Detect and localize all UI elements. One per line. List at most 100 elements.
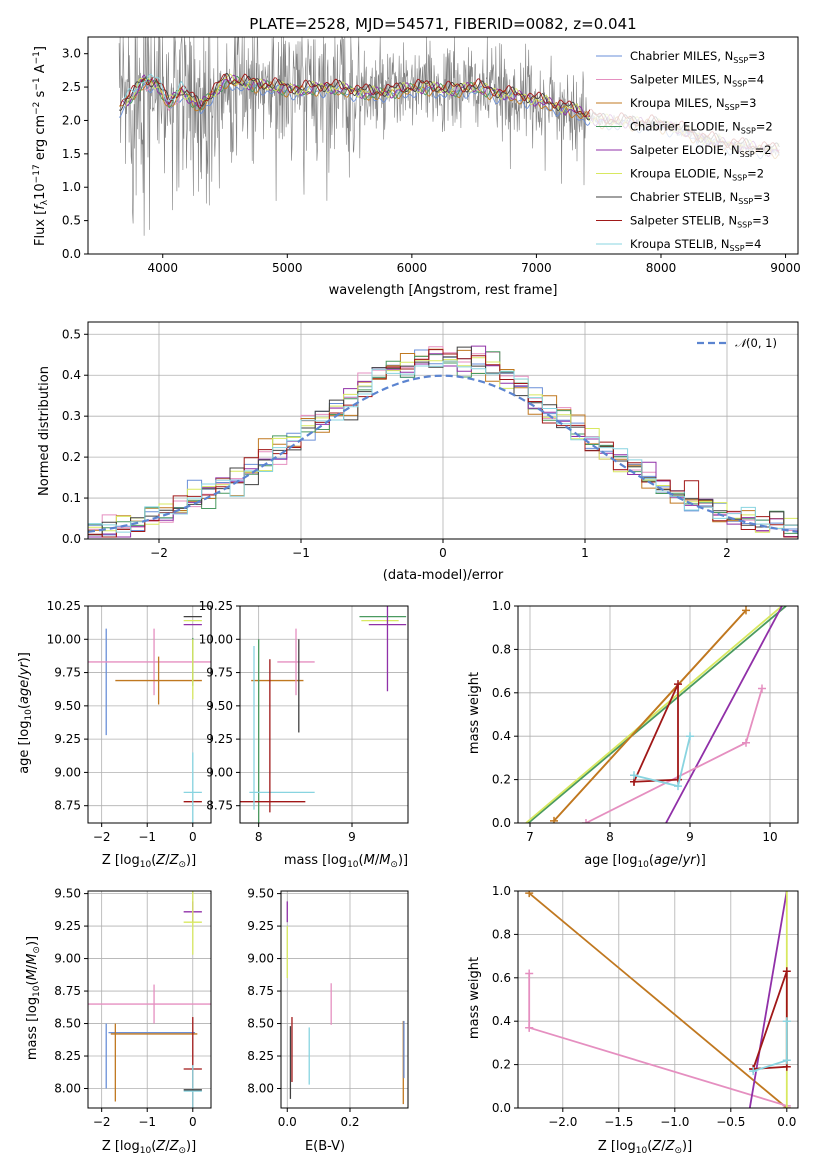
ytick-label: 0.4 bbox=[492, 1014, 511, 1028]
panel-content bbox=[88, 891, 211, 1108]
ytick-label: 8.00 bbox=[247, 1082, 274, 1096]
mw-age-line-7-marker bbox=[686, 732, 694, 741]
spectrum-xtick-label: 5000 bbox=[272, 261, 303, 275]
ytick-label: 0.2 bbox=[492, 773, 511, 787]
ytick-label: 9.00 bbox=[54, 952, 81, 966]
xtick-label: −0.5 bbox=[716, 1115, 745, 1129]
xtick-label: 9 bbox=[348, 830, 356, 844]
xtick-label: 8 bbox=[255, 830, 263, 844]
residual-histograms bbox=[88, 345, 798, 538]
spectrum-xtick-label: 4000 bbox=[147, 261, 178, 275]
residual-ytick-label: 0.3 bbox=[62, 409, 81, 423]
mw-z-line-3-marker bbox=[525, 969, 534, 978]
spectrum-xtick-label: 7000 bbox=[521, 261, 552, 275]
mw-z-line-4 bbox=[748, 891, 788, 1108]
panel-content bbox=[88, 616, 211, 823]
mw-z-line-2 bbox=[528, 1026, 788, 1107]
legend-label: Salpeter STELIB, NSSP=3 bbox=[630, 214, 769, 230]
xtick-label: −1 bbox=[138, 830, 156, 844]
ytick-label: 8.75 bbox=[247, 984, 274, 998]
residual-xticks: −2 −1 0 1 2 bbox=[150, 539, 731, 560]
ytick-label: 9.25 bbox=[54, 732, 81, 746]
mw-age-line-1 bbox=[527, 606, 787, 823]
mass-vs-metallicity-panel: −2 −1 0 8.00 8.25 8.50 8.75 9.00 9.25 9.50 bbox=[54, 887, 212, 1129]
age-z-xlabel: Z [log10(Z/Z⊙)] bbox=[102, 853, 196, 870]
ytick-label: 9.50 bbox=[54, 887, 81, 901]
ytick-label: 9.75 bbox=[206, 666, 233, 680]
ytick-label: 8.25 bbox=[247, 1049, 274, 1063]
ytick-label: 10.00 bbox=[47, 632, 81, 646]
xtick-label: −1.0 bbox=[660, 1115, 689, 1129]
residual-xtick-label: 0 bbox=[439, 546, 447, 560]
residual-xtick-label: −2 bbox=[150, 546, 168, 560]
ytick-label: 1.0 bbox=[492, 599, 511, 613]
spectrum-yticks: 0.0 0.5 1.0 1.5 2.0 2.5 3.0 bbox=[62, 47, 88, 261]
mw-z-ylabel: mass weight bbox=[467, 957, 482, 1039]
mw-z-line-7-marker bbox=[749, 1067, 758, 1076]
spectrum-ytick-label: 1.5 bbox=[62, 147, 81, 161]
legend-label: Chabrier ELODIE, NSSP=2 bbox=[630, 120, 773, 136]
xtick-label: −2.0 bbox=[548, 1115, 577, 1129]
spectrum-axes-frame bbox=[87, 36, 799, 255]
mw-z-line-1 bbox=[528, 892, 788, 1108]
ytick-label: 8.75 bbox=[54, 984, 81, 998]
ytick-label: 8.00 bbox=[54, 1082, 81, 1096]
xtick-label: 0.0 bbox=[777, 1115, 796, 1129]
ytick-label: 0.2 bbox=[492, 1058, 511, 1072]
residual-histogram-8 bbox=[88, 349, 798, 538]
residual-xtick-label: 2 bbox=[723, 546, 731, 560]
residual-ytick-label: 0.1 bbox=[62, 491, 81, 505]
xtick-label: 10 bbox=[762, 830, 777, 844]
mw-z-line-3-marker bbox=[525, 1023, 534, 1032]
spectrum-ytick-label: 0.5 bbox=[62, 214, 81, 228]
ytick-label: 9.00 bbox=[247, 952, 274, 966]
age-vs-mass-panel: 8 9 8.75 9.00 9.25 9.50 9.75 10.00 10.25 bbox=[199, 599, 409, 844]
gaussian-curve bbox=[87, 374, 799, 533]
xtick-label: −1.5 bbox=[604, 1115, 633, 1129]
mw-z-line-7-marker bbox=[782, 1056, 791, 1065]
legend-label: Chabrier STELIB, NSSP=3 bbox=[630, 190, 770, 206]
mw-age-line-3-marker bbox=[550, 816, 558, 823]
axes-frame bbox=[239, 605, 409, 824]
ytick-label: 9.50 bbox=[206, 699, 233, 713]
mw-age-xlabel: age [log10(age/yr)] bbox=[584, 853, 706, 870]
xtick-label: −2 bbox=[93, 830, 111, 844]
mw-age-line-2 bbox=[525, 606, 783, 823]
spectrum-ytick-label: 3.0 bbox=[62, 47, 81, 61]
ytick-label: 10.00 bbox=[199, 632, 233, 646]
ytick-label: 9.25 bbox=[206, 732, 233, 746]
panel-content bbox=[240, 606, 407, 823]
ytick-label: 0.8 bbox=[492, 927, 511, 941]
gaussian-legend-label: 𝒩(0, 1) bbox=[735, 336, 777, 350]
spectrum-legend-box bbox=[590, 42, 792, 250]
spectrum-panel: PLATE=2528, MJD=54571, FIBERID=0082, z=0… bbox=[32, 15, 801, 298]
xtick-label: 0 bbox=[189, 1115, 197, 1129]
residual-panel: −2 −1 0 1 2 0.0 0.1 0.2 0.3 0.4 0.5 (data-model)/… bbox=[37, 321, 799, 583]
ytick-label: 8.75 bbox=[206, 799, 233, 813]
xtick-label: 0 bbox=[189, 830, 197, 844]
spectrum-ytick-label: 0.0 bbox=[62, 247, 81, 261]
ytick-label: 9.00 bbox=[206, 765, 233, 779]
ytick-label: 9.75 bbox=[54, 666, 81, 680]
spectrum-ytick-label: 2.0 bbox=[62, 113, 81, 127]
axes-frame bbox=[517, 890, 799, 1109]
residual-ylabel: Normed distribution bbox=[37, 366, 52, 496]
spectrum-ytick-label: 1.0 bbox=[62, 180, 81, 194]
xtick-label: −1 bbox=[138, 1115, 156, 1129]
ytick-label: 10.25 bbox=[199, 599, 233, 613]
ytick-label: 9.50 bbox=[247, 887, 274, 901]
xtick-label: 7 bbox=[526, 830, 534, 844]
ytick-label: 0.0 bbox=[492, 1101, 511, 1115]
mw-age-line-7-marker bbox=[630, 771, 638, 780]
mw-age-line-5-marker bbox=[582, 819, 590, 823]
age-z-ylabel: age [log10(age/yr)] bbox=[17, 652, 34, 774]
residual-xtick-label: 1 bbox=[581, 546, 589, 560]
axes-frame bbox=[87, 605, 212, 824]
ytick-label: 0.6 bbox=[492, 686, 511, 700]
model-line-9 bbox=[122, 73, 188, 103]
ytick-label: 9.50 bbox=[54, 699, 81, 713]
ytick-label: 8.50 bbox=[54, 1017, 81, 1031]
mass-vs-ebv-panel: 0.0 0.2 8.00 8.25 8.50 8.75 9.00 9.25 9.50 bbox=[247, 887, 409, 1129]
massweight-vs-metallicity-panel: −2.0 −1.5 −1.0 −0.5 0.0 0.0 0.2 0.4 0.6 0.8 1.0 bbox=[492, 884, 799, 1129]
